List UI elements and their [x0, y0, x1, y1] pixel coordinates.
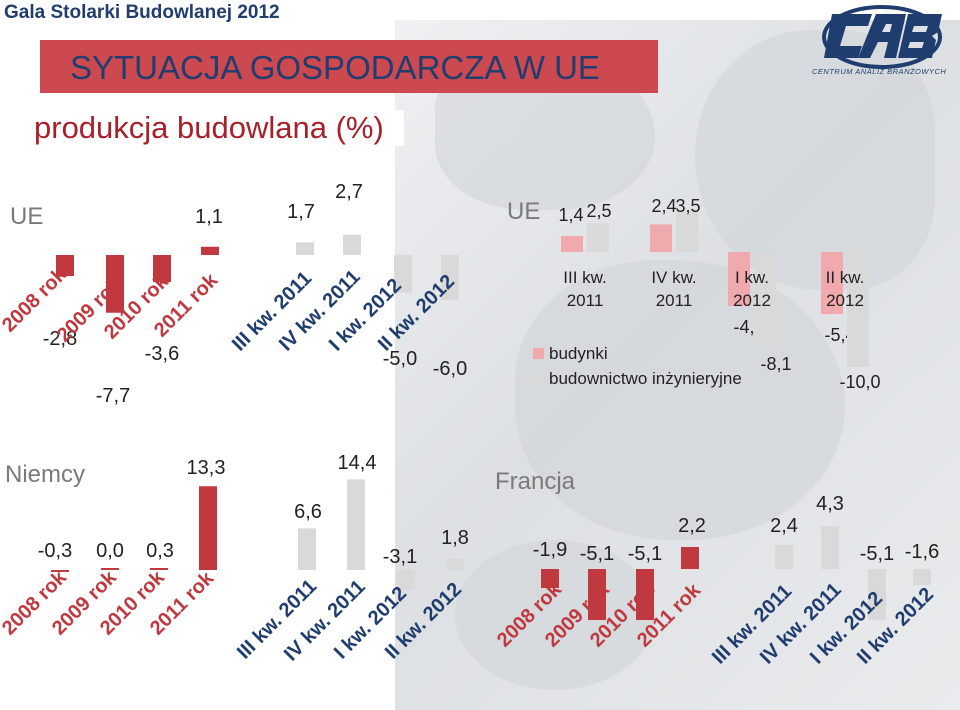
event-title: Gala Stolarki Budowlanej 2012 [4, 2, 280, 23]
niemcy-bar-2011-rok [199, 486, 217, 570]
niemcy-chart-title: Niemcy [5, 461, 86, 488]
legend-swatch-budynki [533, 348, 544, 359]
niemcy-bar-ii-kw-2012 [446, 558, 464, 570]
niemcy-data-label-2011-rok: 13,3 [187, 457, 226, 479]
ue-quarter-tick-label-1-1: III kw. [563, 268, 606, 287]
ue-bar-2011-rok [201, 246, 219, 255]
ue-data-label-iii-kw-2011: 1,7 [287, 201, 315, 223]
niemcy-bar-2010-rok [150, 568, 168, 570]
chart-subtitle: produkcja budowlana (%) [34, 110, 404, 146]
niemcy-data-label-ii-kw-2012: 1,8 [441, 527, 469, 549]
ue-quarter-tick-label-3-2: 2012 [733, 291, 771, 310]
inzynieryjne-bar-1 [587, 223, 609, 252]
francja-bar-2008-rok [541, 569, 559, 588]
ue-chart-title: UE [10, 203, 44, 230]
ue-bar-2008-rok [56, 255, 74, 276]
ue-quarter-tick-label-4-1: II kw. [826, 268, 865, 287]
niemcy-bar-iii-kw-2011 [298, 528, 316, 570]
inzynieryjne-data-label-2: 3,5 [675, 196, 700, 216]
ue-bar-i-kw-2012 [394, 255, 412, 293]
francja-data-label-iii-kw-2011: 2,4 [770, 515, 798, 537]
ue-data-label-i-kw-2012: -5,0 [383, 348, 417, 370]
niemcy-data-label-i-kw-2012: -3,1 [383, 546, 417, 568]
ue-data-label-2011-rok: 1,1 [195, 206, 223, 228]
ue-data-label-2009-rok: -7,7 [96, 385, 130, 407]
francja-bar-2009-rok [588, 569, 606, 620]
logo-subtitle: CENTRUM ANALIZ BRANŻOWYCH [812, 67, 947, 76]
inzynieryjne-data-label-4: -10,0 [839, 372, 880, 392]
legend-label-budynki: budynki [549, 344, 608, 363]
francja-bar-iii-kw-2011 [775, 545, 793, 569]
inzynieryjne-bar-2 [676, 211, 698, 252]
francja-data-label-ii-kw-2012: -1,6 [905, 541, 939, 563]
ue-data-label-ii-kw-2012: -6,0 [433, 358, 467, 380]
niemcy-data-label-2008-rok: -0,3 [38, 540, 72, 562]
ue-quarter-tick-label-2-1: IV kw. [651, 268, 696, 287]
francja-bar-iv-kw-2011 [821, 526, 839, 569]
ue-quarter-tick-label-3-1: I kw. [735, 268, 769, 287]
niemcy-data-label-iii-kw-2011: 6,6 [294, 501, 322, 523]
legend-swatch-inzynieryjne [533, 373, 544, 384]
niemcy-bar-2008-rok [51, 570, 69, 572]
niemcy-bar-i-kw-2012 [397, 570, 415, 590]
ue-data-label-iv-kw-2011: 2,7 [335, 181, 363, 203]
niemcy-bar-iv-kw-2011 [347, 479, 365, 570]
ue-data-label-2008-rok: -2,8 [43, 328, 77, 350]
francja-data-label-i-kw-2012: -5,1 [860, 543, 894, 565]
francja-bar-2011-rok [681, 547, 699, 569]
ue-quarter-tick-label-4-2: 2012 [826, 291, 864, 310]
budynki-data-label-1: 1,4 [558, 205, 583, 225]
ue-quarter-tick-label-2-2: 2011 [656, 291, 693, 310]
francja-bar-i-kw-2012 [868, 569, 886, 620]
francja-bar-2010-rok [636, 569, 654, 620]
banner-title: SYTUACJA GOSPODARCZA W UE [70, 49, 600, 86]
budynki-bar-4 [821, 252, 843, 315]
ue-bar-2009-rok [106, 255, 124, 313]
inzynieryjne-data-label-3: -8,1 [760, 354, 791, 374]
ue-bar-2010-rok [153, 255, 171, 282]
inzynieryjne-data-label-1: 2,5 [586, 201, 611, 221]
ue-quarterly-chart-title: UE [507, 198, 541, 225]
legend-label-inzynieryjne: budownictwo inżynieryjne [549, 369, 742, 388]
francja-data-label-2010-rok: -5,1 [628, 543, 662, 565]
ue-bar-iv-kw-2011 [343, 234, 361, 255]
ue-bar-ii-kw-2012 [441, 255, 459, 300]
ue-data-label-2010-rok: -3,6 [145, 343, 179, 365]
budynki-bar-2 [650, 224, 672, 252]
inzynieryjne-bar-3 [754, 252, 776, 346]
niemcy-data-label-iv-kw-2011: 14,4 [338, 452, 377, 474]
niemcy-data-label-2009-rok: 0,0 [96, 540, 124, 562]
niemcy-bar-2009-rok [101, 568, 119, 570]
inzynieryjne-bar-4 [847, 252, 869, 367]
ue-quarter-tick-label-1-2: 2011 [567, 291, 604, 310]
budynki-data-label-2: 2,4 [651, 196, 676, 216]
cab-logo [822, 5, 942, 69]
budynki-bar-1 [561, 235, 583, 252]
francja-data-label-2011-rok: 2,2 [678, 515, 706, 537]
francja-data-label-iv-kw-2011: 4,3 [816, 493, 844, 515]
budynki-bar-3 [728, 252, 750, 307]
niemcy-data-label-2010-rok: 0,3 [146, 540, 174, 562]
francja-data-label-2008-rok: -1,9 [533, 539, 567, 561]
francja-chart-title: Francja [495, 468, 576, 495]
title-banner [40, 40, 658, 93]
francja-bar-ii-kw-2012 [913, 569, 931, 585]
francja-data-label-2009-rok: -5,1 [580, 543, 614, 565]
ue-bar-iii-kw-2011 [296, 242, 314, 255]
